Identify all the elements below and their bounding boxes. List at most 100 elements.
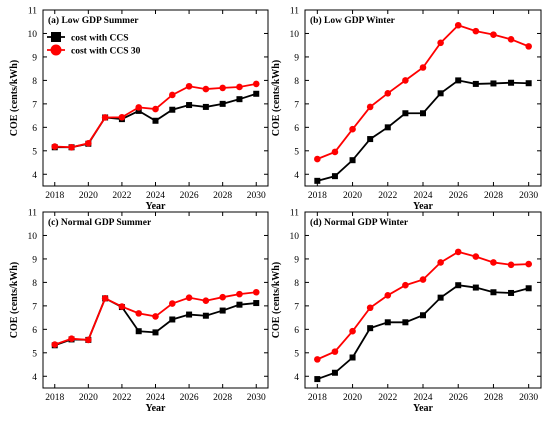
data-point [507, 36, 515, 43]
data-point [437, 90, 444, 97]
series-ccs [51, 90, 260, 151]
y-tick-label: 7 [294, 100, 299, 110]
x-tick-label: 2020 [343, 191, 362, 201]
data-point [331, 173, 338, 180]
data-point [101, 114, 109, 121]
data-point [525, 43, 532, 50]
x-axis-label: Year [413, 201, 434, 212]
data-point [314, 356, 321, 363]
x-tick-label: 2028 [484, 393, 503, 403]
x-tick-label: 2030 [519, 191, 538, 201]
data-point [219, 293, 226, 301]
x-tick-label: 2018 [45, 393, 64, 403]
data-point [168, 300, 176, 307]
y-tick-label: 4 [294, 171, 299, 181]
data-point [152, 117, 159, 124]
data-point [202, 85, 210, 93]
data-point [507, 261, 515, 269]
series-ccs [314, 282, 532, 383]
data-point [402, 77, 409, 84]
panel-title: (c) Normal GDP Summer [48, 217, 152, 228]
data-point [135, 104, 143, 111]
data-point [118, 113, 126, 121]
data-point [419, 276, 427, 283]
x-tick-label: 2028 [213, 191, 232, 201]
x-axis-label: Year [146, 403, 167, 414]
y-tick-label: 6 [32, 326, 37, 336]
x-tick-label: 2026 [449, 393, 468, 403]
data-point [219, 100, 226, 107]
y-tick-label: 6 [32, 124, 37, 134]
y-tick-label: 10 [290, 30, 300, 40]
legend-marker [51, 32, 61, 42]
data-point [219, 84, 226, 92]
y-tick-label: 11 [290, 209, 299, 219]
data-point [490, 31, 497, 38]
data-point [169, 316, 176, 323]
data-point [525, 260, 532, 268]
x-tick-label: 2028 [213, 393, 232, 403]
x-tick-label: 2018 [45, 191, 64, 201]
data-point [472, 284, 479, 291]
data-point [202, 103, 209, 110]
y-tick-label: 8 [32, 279, 37, 289]
data-point [367, 136, 374, 143]
x-tick-label: 2026 [180, 191, 199, 201]
data-point [186, 102, 193, 109]
chart-panel-4: 2018 2020 2022 2024 2026 2028 2030 4 5 6 7 8 9 10 11 Ye… [271, 209, 542, 414]
y-tick-label: 7 [32, 302, 37, 312]
x-tick-label: 2018 [308, 191, 327, 201]
data-point [135, 328, 142, 335]
data-point [186, 311, 193, 318]
data-point [236, 83, 243, 91]
y-tick-label: 9 [294, 53, 299, 63]
data-point [384, 90, 392, 97]
data-point [349, 157, 356, 164]
data-point [349, 327, 356, 335]
x-tick-label: 2030 [519, 393, 538, 403]
data-point [331, 369, 338, 376]
data-point [202, 312, 209, 319]
data-point [252, 288, 260, 296]
data-point [253, 300, 260, 307]
data-point [314, 177, 321, 184]
data-point [51, 341, 59, 348]
data-point [402, 110, 409, 117]
y-tick-label: 10 [290, 232, 300, 242]
data-point [490, 259, 497, 266]
data-point [152, 329, 159, 336]
data-point [384, 124, 391, 131]
data-point [437, 259, 444, 266]
x-tick-label: 2030 [247, 191, 266, 201]
y-tick-label: 7 [32, 100, 37, 110]
series-ccs-30 [314, 248, 532, 363]
y-tick-label: 6 [294, 124, 299, 134]
data-point [152, 105, 159, 113]
y-tick-label: 10 [28, 30, 38, 40]
data-point [135, 107, 142, 114]
series-ccs [314, 77, 532, 184]
y-axis-label: COE (cents/kWh) [271, 60, 282, 136]
x-tick-label: 2026 [449, 191, 468, 201]
plot-frame [42, 211, 269, 389]
x-tick-label: 2024 [146, 393, 165, 403]
y-tick-label: 10 [28, 232, 38, 242]
data-point [252, 80, 260, 88]
y-tick-label: 5 [32, 147, 37, 157]
data-point [454, 21, 462, 29]
y-tick-label: 8 [32, 77, 37, 87]
data-point [525, 80, 532, 87]
data-point [85, 336, 92, 344]
data-point [236, 290, 243, 298]
y-tick-label: 5 [294, 349, 299, 359]
data-point [367, 325, 374, 332]
series-line [316, 250, 529, 361]
y-tick-label: 11 [28, 7, 37, 17]
data-point [455, 282, 462, 289]
data-point [402, 319, 409, 326]
series-ccs-30 [51, 288, 260, 348]
x-tick-label: 2020 [79, 393, 98, 403]
data-point [68, 335, 75, 343]
y-tick-label: 11 [28, 209, 37, 219]
